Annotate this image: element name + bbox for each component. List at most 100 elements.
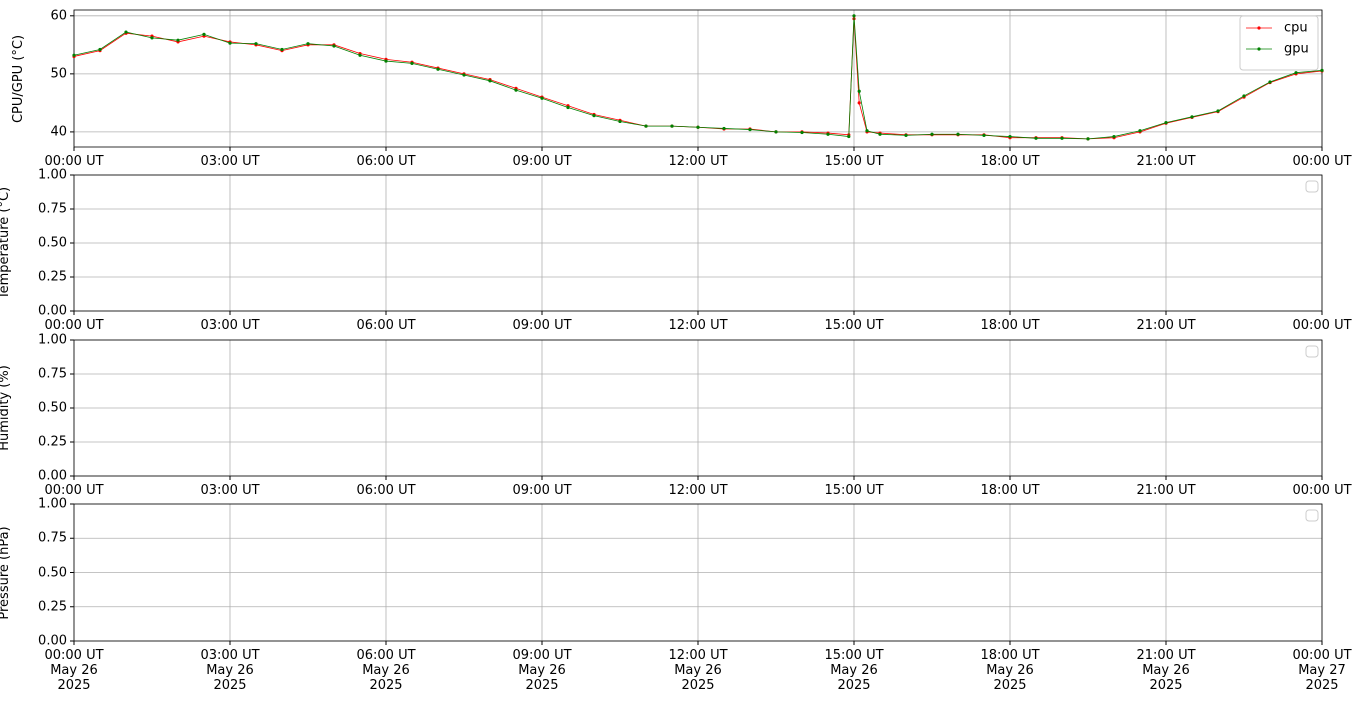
- data-point: [1294, 71, 1298, 75]
- data-point: [857, 101, 861, 105]
- data-point: [800, 130, 804, 135]
- x-tick-label: 12:00 UT: [668, 318, 728, 333]
- data-point: [488, 79, 492, 83]
- x-tick-label: 03:00 UT: [200, 483, 260, 498]
- legend-label: gpu: [1284, 41, 1309, 57]
- y-tick-label: 0.75: [38, 201, 67, 217]
- data-point: [462, 73, 466, 77]
- x-tick-label: 03:00 UT: [200, 154, 260, 169]
- y-tick-label: 1.00: [38, 167, 67, 183]
- data-point: [306, 42, 310, 46]
- x-tick-label: 03:00 UT: [200, 318, 260, 333]
- x-tick-label: 06:00 UT: [356, 154, 416, 169]
- x-tick-label: 15:00 UT: [824, 483, 884, 498]
- y-tick-label: 40: [50, 124, 67, 140]
- x-tick-label: 00:00 UT: [44, 483, 104, 498]
- data-point: [1216, 109, 1220, 113]
- data-point: [1268, 80, 1272, 84]
- data-point: [98, 47, 102, 52]
- data-point: [644, 124, 648, 128]
- x-tick-label: 18:00 UT: [980, 318, 1040, 333]
- legend-marker: [1257, 47, 1261, 51]
- x-tick-label: 12:00 UT: [668, 154, 728, 169]
- data-point: [436, 67, 440, 71]
- y-tick-label: 60: [50, 8, 67, 24]
- data-point: [124, 30, 128, 34]
- series-line: [73, 15, 1323, 140]
- y-tick-label: 0.00: [38, 468, 67, 484]
- data-point: [72, 53, 76, 57]
- x-tick-label: 21:00 UT: [1136, 318, 1196, 333]
- data-point: [930, 132, 934, 136]
- x-tick-label: 15:00 UT May 26 2025: [824, 648, 884, 693]
- data-point: [1242, 94, 1246, 98]
- plot-frame: [73, 9, 1323, 148]
- data-point: [956, 132, 960, 136]
- data-point: [332, 44, 336, 48]
- data-point: [774, 130, 778, 134]
- data-point: [228, 41, 232, 45]
- plot-frame: [73, 339, 1323, 477]
- x-tick-label: 21:00 UT May 26 2025: [1136, 648, 1196, 693]
- data-point: [540, 96, 544, 100]
- x-tick-label: 09:00 UT: [512, 483, 572, 498]
- y-tick-label: 0.25: [38, 599, 67, 615]
- y-tick-label: 0.50: [38, 400, 67, 416]
- x-tick-label: 06:00 UT May 26 2025: [356, 648, 416, 693]
- data-point: [1190, 115, 1194, 119]
- data-point: [410, 61, 414, 66]
- x-tick-label: 12:00 UT May 26 2025: [668, 648, 728, 693]
- data-point: [847, 134, 851, 139]
- y-tick-label: 0.50: [38, 565, 67, 580]
- data-point: [358, 53, 362, 57]
- y-tick-label: 0.00: [38, 303, 67, 319]
- x-tick-label: 18:00 UT: [980, 483, 1040, 498]
- y-tick-label: 0.00: [38, 633, 67, 649]
- data-point: [1086, 137, 1090, 141]
- legend-box: [1305, 345, 1319, 358]
- data-point: [618, 119, 622, 124]
- plot-frame: [73, 503, 1323, 642]
- data-point: [280, 47, 284, 52]
- x-tick-label: 15:00 UT: [824, 318, 884, 333]
- data-point: [857, 89, 861, 93]
- x-tick-label: 09:00 UT: [512, 154, 572, 169]
- x-tick-label: 18:00 UT: [980, 154, 1040, 169]
- x-tick-label: 18:00 UT May 26 2025: [980, 648, 1040, 693]
- data-point: [150, 36, 154, 40]
- y-axis-label: CPU/GPU (°C): [11, 34, 26, 123]
- x-tick-label: 03:00 UT May 26 2025: [200, 648, 260, 693]
- x-tick-label: 00:00 UT: [1292, 483, 1352, 498]
- y-tick-label: 0.75: [38, 366, 67, 382]
- x-tick-label: 06:00 UT: [356, 318, 416, 333]
- data-point: [514, 88, 518, 92]
- data-point: [878, 132, 882, 136]
- y-tick-label: 0.75: [38, 530, 67, 546]
- legend-box: [1305, 180, 1319, 193]
- data-point: [202, 32, 206, 36]
- x-tick-label: 00:00 UT May 26 2025: [44, 648, 104, 693]
- data-point: [1034, 136, 1038, 140]
- y-tick-label: 50: [50, 66, 67, 82]
- data-point: [852, 14, 856, 18]
- x-tick-label: 21:00 UT: [1136, 154, 1196, 169]
- y-tick-label: 0.25: [38, 269, 67, 285]
- data-point: [176, 38, 180, 42]
- data-point: [826, 132, 830, 136]
- y-tick-label: 0.50: [38, 235, 67, 251]
- data-point: [670, 124, 674, 128]
- data-point: [592, 114, 596, 118]
- y-axis-label: Temperature (°C): [0, 186, 12, 300]
- x-tick-label: 12:00 UT: [668, 483, 728, 498]
- data-point: [566, 105, 570, 110]
- x-tick-label: 06:00 UT: [356, 483, 416, 498]
- data-point: [696, 125, 700, 129]
- legend-marker: [1257, 26, 1261, 30]
- data-point: [722, 126, 726, 131]
- data-point: [384, 59, 388, 63]
- data-point: [1138, 129, 1142, 133]
- data-point: [1060, 136, 1064, 140]
- x-tick-label: 09:00 UT: [512, 318, 572, 333]
